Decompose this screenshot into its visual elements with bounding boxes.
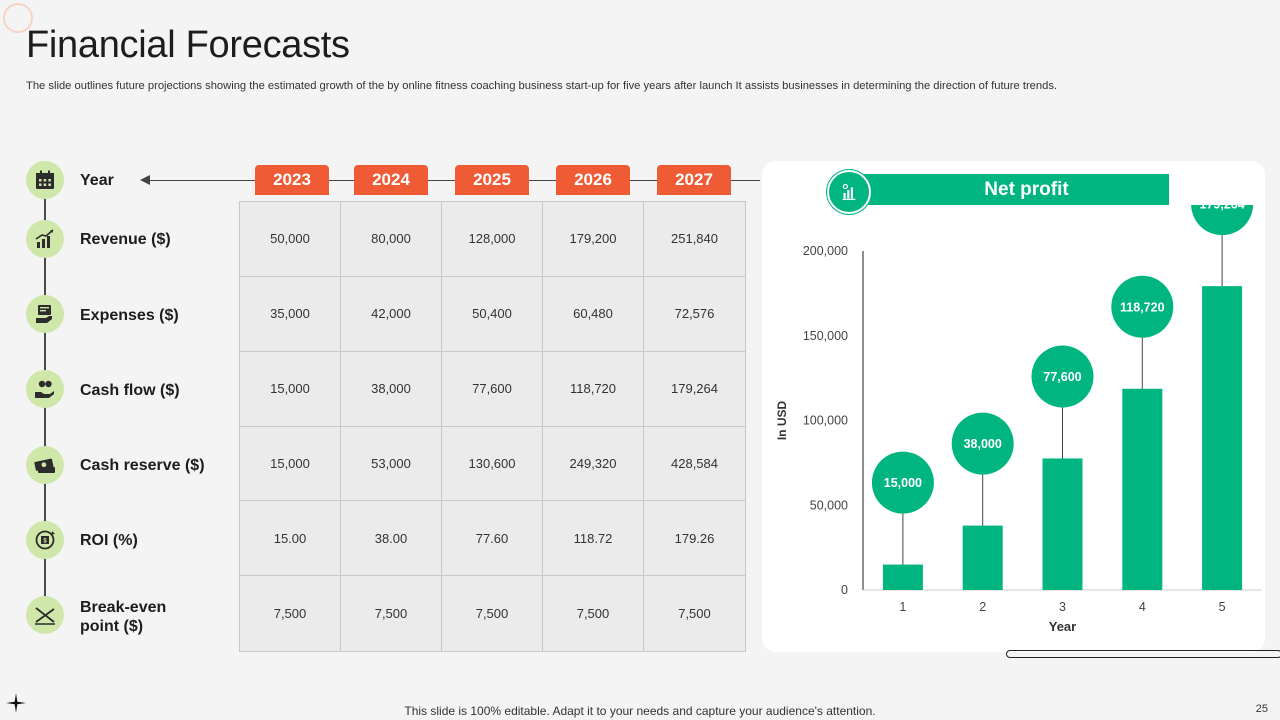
data-label-bubble <box>871 451 934 514</box>
revenue-chart-icon <box>26 220 64 258</box>
bar <box>1122 388 1163 590</box>
row-label-roi: ROI (%) <box>80 532 138 549</box>
roi-icon: $ <box>26 521 64 559</box>
data-label: 38,000 <box>964 437 1002 451</box>
decorative-pill <box>1006 650 1280 658</box>
table-cell: 130,600 <box>442 426 543 502</box>
table-cell: 15,000 <box>240 426 341 502</box>
bar <box>1202 286 1243 590</box>
arrow-left-icon <box>140 175 150 185</box>
table-cell: 15,000 <box>240 351 341 427</box>
chart-card <box>762 161 1265 652</box>
row-label-expenses: Expenses ($) <box>80 307 179 324</box>
y-tick-label: 200,000 <box>803 244 848 258</box>
year-tab-2024: 2024 <box>354 165 428 195</box>
cash-stack-icon <box>26 446 64 484</box>
table-cell: 38,000 <box>341 351 442 427</box>
table-cell: 15.00 <box>240 501 341 577</box>
page-number: 25 <box>1255 703 1268 715</box>
page-title: Financial Forecasts <box>26 24 350 66</box>
data-label-bubble <box>1191 205 1254 236</box>
table-cell: 128,000 <box>442 202 543 277</box>
cash-flow-hand-icon <box>26 370 64 408</box>
y-tick-label: 50,000 <box>810 498 848 512</box>
chart-title: Net profit <box>844 174 1169 205</box>
table-cell: 179,200 <box>543 202 644 277</box>
table-cell: 77,600 <box>442 351 543 427</box>
table-cell: 7,500 <box>543 576 644 651</box>
bar <box>1042 458 1083 590</box>
break-even-icon <box>26 596 64 634</box>
table-cell: 179,264 <box>644 352 745 427</box>
expenses-bills-icon <box>26 295 64 333</box>
table-cell: 7,500 <box>240 576 341 651</box>
calendar-icon <box>26 161 64 199</box>
year-tab-2026: 2026 <box>556 165 630 195</box>
y-tick-label: 150,000 <box>803 329 848 343</box>
data-label: 179,264 <box>1200 205 1245 212</box>
year-tab-2027: 2027 <box>657 165 731 195</box>
table-cell: 7,500 <box>341 576 442 651</box>
table-cell: 249,320 <box>543 426 644 502</box>
x-tick-label: 2 <box>979 600 986 614</box>
data-label-bubble <box>951 412 1014 475</box>
table-cell: 50,400 <box>442 276 543 352</box>
footer-note: This slide is 100% editable. Adapt it to… <box>404 704 876 718</box>
year-tab-2023: 2023 <box>255 165 329 195</box>
table-cell: 77.60 <box>442 501 543 577</box>
x-tick-label: 5 <box>1219 600 1226 614</box>
data-label-bubble <box>1031 345 1094 408</box>
break-even-label-line2: point ($) <box>80 618 144 635</box>
x-tick-label: 4 <box>1139 600 1146 614</box>
row-label-break-even: Break-even point ($) <box>80 598 166 636</box>
table-cell: 38.00 <box>341 501 442 577</box>
year-row-label: Year <box>80 172 114 189</box>
table-cell: 80,000 <box>341 202 442 277</box>
table-cell: 7,500 <box>678 606 711 622</box>
bar <box>962 525 1003 590</box>
table-cell: 251,840 <box>644 202 745 277</box>
row-label-cash-flow: Cash flow ($) <box>80 382 180 399</box>
row-label-revenue: Revenue ($) <box>80 231 171 248</box>
table-cell: 428,584 <box>644 427 745 502</box>
table-cell: 118.72 <box>543 501 644 577</box>
bar <box>882 564 923 590</box>
table-cell: 35,000 <box>240 276 341 352</box>
sparkle-icon <box>6 693 26 713</box>
decorative-ring <box>3 3 33 33</box>
x-axis-label: Year <box>1049 619 1076 634</box>
net-profit-chart: 0 50,000 100,000 150,000 200,000 In USD 1 15,00… <box>775 205 1262 634</box>
data-label: 15,000 <box>884 476 922 490</box>
table-cell: 118,720 <box>543 351 644 427</box>
table-cell: 42,000 <box>341 276 442 352</box>
forecast-table: 50,000 80,000 128,000 179,200 251,840 35… <box>239 201 746 652</box>
y-tick-label: 100,000 <box>803 414 848 428</box>
table-cell: 53,000 <box>341 426 442 502</box>
break-even-label-line1: Break-even <box>80 599 167 616</box>
data-label: 118,720 <box>1120 300 1165 314</box>
y-tick-label: 0 <box>841 583 848 597</box>
table-cell: 179.26 <box>644 501 745 577</box>
row-label-cash-reserve: Cash reserve ($) <box>80 457 205 474</box>
bar-chart-icon <box>827 170 871 214</box>
table-cell: 7,500 <box>442 576 543 651</box>
svg-text:$: $ <box>43 539 47 545</box>
year-arrow-line <box>148 180 760 181</box>
data-label-bubble <box>1111 275 1174 338</box>
y-axis-label: In USD <box>775 401 789 441</box>
data-label: 77,600 <box>1043 370 1081 384</box>
page-subtitle: The slide outlines future projections sh… <box>26 80 1058 92</box>
x-tick-label: 3 <box>1059 600 1066 614</box>
year-tab-2025: 2025 <box>455 165 529 195</box>
table-cell: 72,576 <box>644 277 745 352</box>
x-tick-label: 1 <box>899 600 906 614</box>
table-cell: 50,000 <box>240 202 341 277</box>
table-cell: 60,480 <box>543 276 644 352</box>
